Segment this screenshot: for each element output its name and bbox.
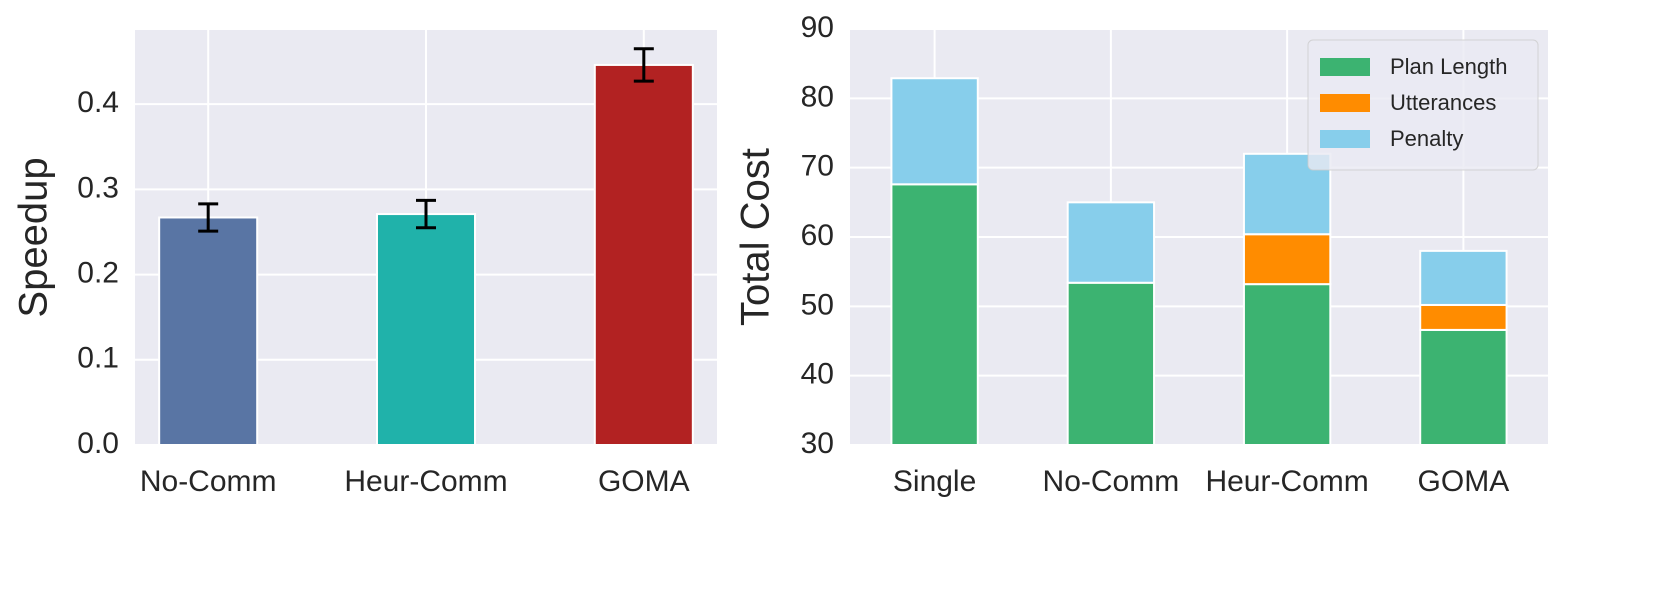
bar-segment [1066, 201, 1156, 284]
bar [375, 213, 477, 446]
y-axis-label: Speedup [12, 157, 56, 317]
bar-segment [1242, 283, 1332, 446]
bar [593, 63, 694, 447]
legend-label: Plan Length [1390, 54, 1507, 79]
y-tick-label: 0.4 [77, 86, 119, 119]
x-tick-label: Single [893, 465, 976, 498]
legend-swatch [1320, 94, 1370, 112]
y-tick-label: 80 [801, 80, 834, 113]
y-tick-label: 90 [801, 11, 834, 44]
y-tick-label: 70 [801, 150, 834, 183]
x-tick-label: GOMA [598, 465, 690, 498]
legend-label: Utterances [1390, 90, 1496, 115]
bar-segment [890, 77, 979, 186]
y-tick-label: 0.1 [77, 342, 119, 375]
y-axis-label: Total Cost [734, 148, 778, 326]
bar-segment [1066, 281, 1156, 447]
bar-segment [1242, 233, 1332, 286]
error-bar [198, 202, 219, 233]
legend: Plan Length Utterances Penalty [1307, 39, 1539, 171]
bar-segment [890, 183, 979, 446]
x-tick-label: Heur-Comm [1205, 465, 1368, 498]
y-tick-label: 30 [801, 427, 834, 460]
x-tick-label: GOMA [1418, 465, 1510, 498]
y-tick-label: 50 [801, 288, 834, 321]
y-tick-label: 0.0 [77, 427, 119, 460]
bar-segment [1419, 249, 1508, 306]
x-tick-label: No-Comm [1043, 465, 1180, 498]
y-tick-label: 0.3 [77, 171, 119, 204]
error-bar [416, 198, 436, 230]
legend-swatch [1320, 58, 1370, 76]
legend-label: Penalty [1390, 126, 1463, 151]
x-tick-label: Heur-Comm [344, 465, 507, 498]
x-tick-label: No-Comm [140, 465, 277, 498]
error-bar [633, 47, 654, 83]
bar-segment [1419, 328, 1508, 447]
y-tick-label: 0.2 [77, 256, 119, 289]
legend-swatch [1320, 130, 1370, 148]
bar-segment [1419, 303, 1508, 331]
y-tick-label: 40 [801, 358, 834, 391]
bar [158, 216, 259, 446]
y-tick-label: 60 [801, 219, 834, 252]
